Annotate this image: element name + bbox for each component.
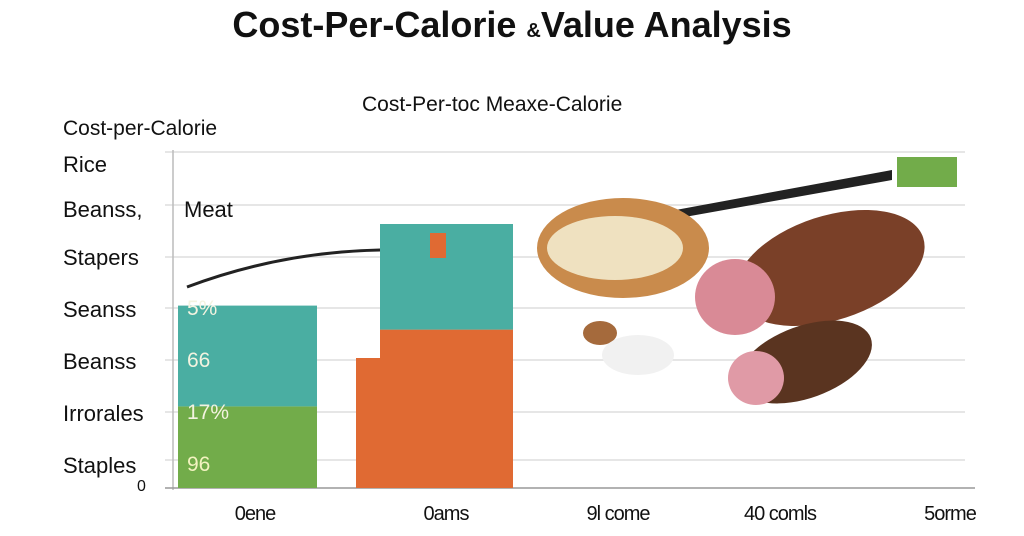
bar-orange — [380, 329, 513, 488]
bar-orange-step — [356, 358, 382, 488]
chart-title: Cost-Per-Calorie &Value Analysis — [232, 4, 792, 45]
rice-pile-icon — [602, 335, 674, 375]
bread-crumb — [547, 216, 683, 280]
chart-subtitle: Cost-Per-toc Meaxe-Calorie — [362, 93, 623, 116]
bean-icon — [583, 321, 617, 345]
y-tick-label: Irrorales — [63, 401, 144, 426]
y-axis-label: Cost-per-Calorie — [63, 117, 218, 140]
x-tick-label: 5orme — [924, 503, 977, 525]
legend-swatch-green — [897, 157, 957, 187]
x-tick-label: 0ene — [234, 503, 276, 525]
x-tick-label: 40 comls — [743, 503, 817, 525]
y-tick-label: Beanss — [63, 349, 137, 374]
bar-label: 5% — [187, 297, 218, 320]
bar-teal — [380, 224, 513, 330]
bar-label: 66 — [187, 349, 211, 372]
y-tick-label: Stapers — [63, 245, 139, 270]
annotation-meat: Meat — [184, 197, 233, 222]
y-tick-label: Rice — [63, 152, 108, 177]
y-tick-label: Beanss, — [63, 197, 143, 222]
y-tick-label: 0 — [137, 478, 146, 495]
sausage-slice-icon — [728, 351, 784, 405]
orange-marker — [430, 233, 446, 258]
bar-label: 17% — [187, 401, 230, 424]
rye-bread-icon — [735, 210, 925, 326]
ham-slice-icon — [695, 259, 775, 335]
bar-teal — [178, 305, 317, 407]
trend-line — [186, 248, 381, 289]
x-tick-label: 0ams — [423, 503, 470, 525]
y-tick-label: Seanss — [63, 297, 137, 322]
x-tick-label: 9l come — [586, 503, 650, 525]
bar-green — [178, 406, 317, 488]
y-tick-label: Staples — [63, 453, 137, 478]
bar-label: 96 — [187, 453, 211, 476]
